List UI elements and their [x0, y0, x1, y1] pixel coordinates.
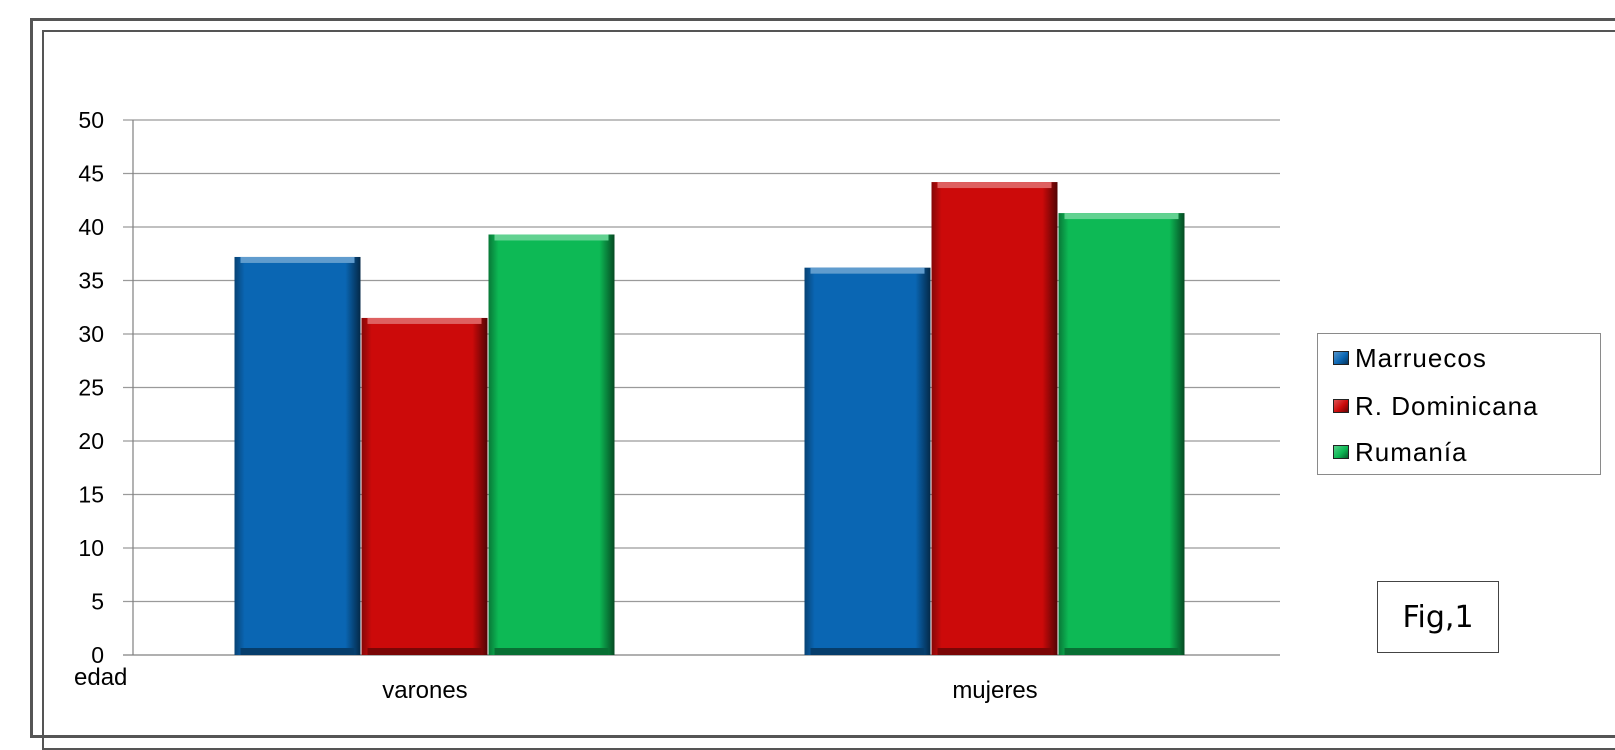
- legend-label: Rumanía: [1355, 436, 1468, 467]
- bar-mujeres-2: [1058, 213, 1185, 655]
- figure-label: Fig,1: [1377, 581, 1499, 653]
- legend-label: Marruecos: [1355, 342, 1487, 373]
- y-tick-label: 35: [78, 268, 104, 294]
- bar-base: [1064, 648, 1179, 655]
- bar: [1058, 213, 1185, 655]
- x-category-labels: varones mujeres: [382, 677, 1037, 704]
- legend-swatch: [1333, 445, 1349, 459]
- bar: [488, 234, 615, 656]
- bar: [234, 256, 361, 655]
- y-tick-label: 0: [91, 642, 104, 668]
- bar: [931, 182, 1058, 655]
- bar-base: [810, 648, 925, 655]
- bar-highlight: [937, 182, 1052, 189]
- bar-base: [937, 648, 1052, 655]
- y-tick-label: 25: [78, 375, 104, 401]
- bar: [361, 317, 488, 655]
- y-tick-label: 50: [78, 107, 104, 133]
- y-tick-label: 20: [78, 428, 104, 454]
- bar-highlight: [810, 267, 925, 274]
- y-tick-label: 40: [78, 214, 104, 240]
- legend-swatch: [1333, 399, 1349, 413]
- y-ticks: 0 5 10 15 20 25 30 35 40 45 50: [78, 107, 104, 668]
- bar: [804, 267, 931, 655]
- legend-swatch: [1333, 351, 1349, 365]
- x-category-label: mujeres: [952, 677, 1037, 704]
- y-tick-label: 10: [78, 535, 104, 561]
- bar-highlight: [240, 256, 355, 263]
- legend-item: R. Dominicana: [1333, 390, 1539, 422]
- bar-varones-0: [234, 256, 361, 655]
- bar-base: [240, 648, 355, 655]
- bar-varones-1: [361, 317, 488, 655]
- bar-mujeres-0: [804, 267, 931, 655]
- legend-label: R. Dominicana: [1355, 390, 1539, 421]
- y-tick-label: 45: [78, 161, 104, 187]
- legend: Marruecos R. Dominicana Rumanía: [1317, 333, 1601, 475]
- legend-item: Rumanía: [1333, 436, 1468, 468]
- x-category-label: varones: [382, 677, 467, 704]
- bar-base: [494, 648, 609, 655]
- legend-item: Marruecos: [1333, 342, 1487, 374]
- bar-chart: 0 5 10 15 20 25 30 35 40 45 50 varones mujeres: [78, 107, 1280, 704]
- bar-highlight: [1064, 213, 1179, 220]
- y-tick-label: 15: [78, 482, 104, 508]
- y-tick-label: 5: [91, 589, 104, 615]
- bar-base: [367, 648, 482, 655]
- bar-mujeres-1: [931, 182, 1058, 655]
- bars: [234, 182, 1185, 656]
- bar-highlight: [494, 234, 609, 241]
- bar-highlight: [367, 317, 482, 324]
- y-axis-label: edad: [74, 664, 128, 691]
- y-tick-label: 30: [78, 321, 104, 347]
- bar-varones-2: [488, 234, 615, 656]
